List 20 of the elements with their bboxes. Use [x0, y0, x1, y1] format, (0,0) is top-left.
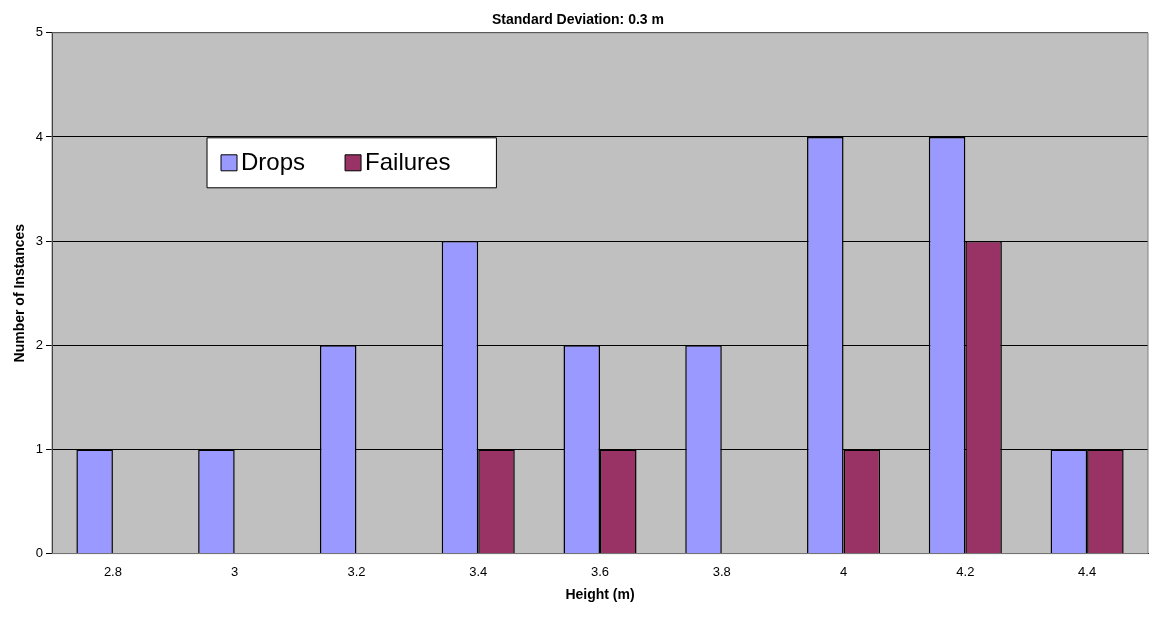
x-tick-label: 3.8 [712, 563, 731, 579]
x-tick-label: 4.4 [1078, 563, 1097, 579]
x-tick-label: 3.2 [347, 563, 366, 579]
legend-label: Drops [241, 148, 306, 176]
x-tick-label: 3.6 [590, 563, 610, 579]
x-tick-label: 4.2 [956, 563, 975, 579]
y-tick-label: 0 [35, 545, 44, 561]
legend-label: Failures [365, 148, 451, 176]
chart-title: Standard Deviation: 0.3 m [492, 11, 664, 28]
y-tick-label: 3 [35, 232, 44, 248]
y-tick-label: 5 [35, 24, 44, 40]
y-axis-title: Number of Instances [11, 223, 28, 363]
x-tick-label: 4 [839, 563, 848, 579]
y-tick-label: 2 [35, 336, 44, 352]
x-tick-label: 3 [231, 563, 239, 579]
x-axis-title: Height (m) [565, 586, 635, 603]
y-tick-label: 1 [35, 441, 44, 457]
y-tick-label: 4 [35, 128, 44, 144]
x-tick-label: 2.8 [103, 563, 122, 579]
x-tick-label: 3.4 [469, 563, 488, 579]
